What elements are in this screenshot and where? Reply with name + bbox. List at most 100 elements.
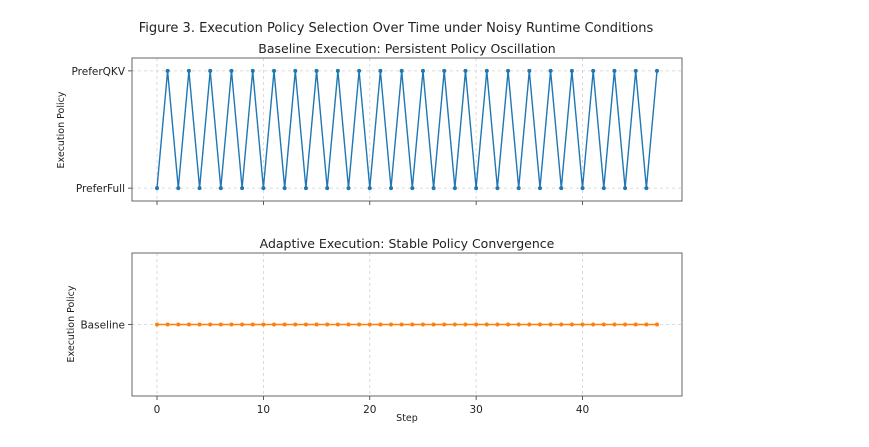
data-point bbox=[623, 186, 628, 191]
data-point bbox=[548, 68, 553, 73]
data-point bbox=[591, 68, 596, 73]
top-y-axis-label: Execution Policy bbox=[56, 91, 67, 168]
data-point bbox=[527, 68, 532, 73]
series-line bbox=[156, 70, 658, 189]
data-point bbox=[410, 186, 415, 191]
data-point bbox=[591, 322, 596, 327]
data-point bbox=[272, 68, 277, 73]
data-point bbox=[176, 186, 181, 191]
bottom-subplot-title: Adaptive Execution: Stable Policy Conver… bbox=[260, 236, 555, 251]
data-point bbox=[484, 68, 489, 73]
data-point bbox=[389, 186, 394, 191]
data-point bbox=[378, 68, 383, 73]
top-subplot: Baseline Execution: Persistent Policy Os… bbox=[56, 41, 683, 205]
data-point bbox=[303, 322, 308, 327]
data-point bbox=[208, 68, 213, 73]
data-point bbox=[208, 322, 213, 327]
data-point bbox=[314, 322, 319, 327]
data-point bbox=[474, 186, 479, 191]
data-point bbox=[644, 186, 649, 191]
data-point bbox=[197, 322, 202, 327]
data-point bbox=[623, 322, 628, 327]
data-point bbox=[250, 68, 255, 73]
data-point bbox=[495, 186, 500, 191]
y-tick-label: PreferQKV bbox=[72, 66, 126, 78]
data-point bbox=[346, 186, 351, 191]
axes-frame bbox=[131, 57, 683, 202]
data-point bbox=[165, 68, 170, 73]
data-point bbox=[601, 322, 606, 327]
data-point bbox=[155, 186, 159, 191]
data-point bbox=[399, 322, 404, 327]
data-point bbox=[165, 322, 170, 327]
data-point bbox=[357, 322, 362, 327]
figure-title: Figure 3. Execution Policy Selection Ove… bbox=[139, 21, 654, 36]
data-point bbox=[229, 68, 234, 73]
data-point bbox=[261, 186, 266, 191]
data-point bbox=[399, 68, 404, 73]
data-point bbox=[537, 186, 542, 191]
data-point bbox=[420, 68, 425, 73]
data-point bbox=[548, 322, 553, 327]
data-point bbox=[186, 68, 191, 73]
data-point bbox=[516, 322, 521, 327]
data-point bbox=[601, 186, 606, 191]
bottom-subplot: Adaptive Execution: Stable Policy Conver… bbox=[66, 236, 683, 424]
data-point bbox=[282, 186, 287, 191]
x-tick-label: 30 bbox=[469, 404, 482, 416]
data-point bbox=[293, 68, 298, 73]
data-point bbox=[463, 322, 468, 327]
data-point bbox=[506, 322, 511, 327]
data-point bbox=[442, 68, 447, 73]
data-point bbox=[506, 68, 511, 73]
data-point bbox=[261, 322, 266, 327]
data-point bbox=[431, 186, 436, 191]
data-point bbox=[293, 322, 298, 327]
data-point bbox=[367, 186, 372, 191]
data-point bbox=[431, 322, 436, 327]
data-point bbox=[495, 322, 500, 327]
data-point bbox=[389, 322, 394, 327]
data-point bbox=[463, 68, 468, 73]
x-tick-label: 40 bbox=[576, 404, 589, 416]
data-point bbox=[580, 322, 585, 327]
data-point bbox=[442, 322, 447, 327]
data-point bbox=[559, 186, 564, 191]
data-point bbox=[559, 322, 564, 327]
data-point bbox=[633, 68, 638, 73]
data-point bbox=[569, 322, 574, 327]
data-point bbox=[197, 186, 202, 191]
data-point bbox=[325, 322, 330, 327]
data-point bbox=[282, 322, 287, 327]
y-tick-label: PreferFull bbox=[76, 183, 125, 195]
data-point bbox=[218, 322, 223, 327]
data-point bbox=[612, 322, 617, 327]
data-point bbox=[335, 322, 340, 327]
data-point bbox=[186, 322, 191, 327]
data-point bbox=[644, 322, 649, 327]
data-point bbox=[569, 68, 574, 73]
data-point bbox=[527, 322, 532, 327]
data-point bbox=[250, 322, 255, 327]
data-point bbox=[325, 186, 330, 191]
data-point bbox=[303, 186, 308, 191]
data-point bbox=[655, 68, 659, 73]
data-point bbox=[612, 68, 617, 73]
data-point bbox=[516, 186, 521, 191]
x-tick-label: 20 bbox=[363, 404, 376, 416]
data-point bbox=[176, 322, 181, 327]
data-point bbox=[240, 322, 245, 327]
data-point bbox=[452, 186, 457, 191]
data-point bbox=[272, 322, 277, 327]
data-point bbox=[240, 186, 245, 191]
data-point bbox=[580, 186, 585, 191]
data-point bbox=[346, 322, 351, 327]
data-point bbox=[155, 322, 159, 327]
data-point bbox=[537, 322, 542, 327]
data-point bbox=[452, 322, 457, 327]
bottom-y-axis-label: Execution Policy bbox=[66, 285, 77, 362]
data-point bbox=[335, 68, 340, 73]
data-point bbox=[633, 322, 638, 327]
data-point bbox=[357, 68, 362, 73]
